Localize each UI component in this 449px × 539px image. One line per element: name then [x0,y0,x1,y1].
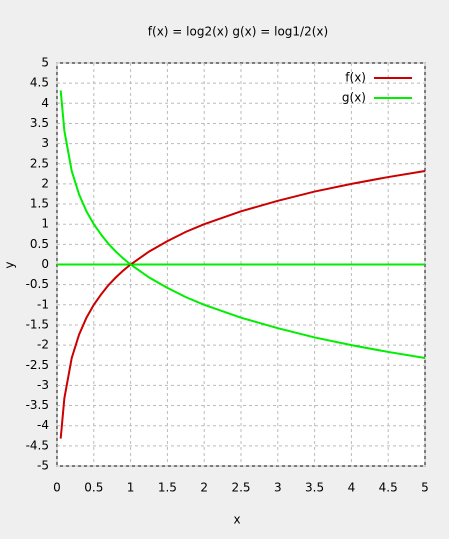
y-tick-label: -4.5 [26,438,49,452]
y-tick-label: 1.5 [30,197,49,211]
y-tick-label: 4 [41,96,49,110]
legend-label: f(x) [345,71,366,85]
x-tick-label: 0.5 [84,481,103,495]
x-axis-label: x [233,513,240,527]
x-tick-label: 4 [348,481,356,495]
y-tick-label: 0 [41,257,49,271]
y-tick-label: -2.5 [26,358,49,372]
chart-title: f(x) = log2(x) g(x) = log1/2(x) [148,25,328,39]
y-tick-label: 1 [41,217,49,231]
x-tick-label: 5 [421,481,429,495]
x-tick-label: 3 [274,481,282,495]
y-tick-label: -0.5 [26,277,49,291]
y-tick-label: 5 [41,56,49,70]
x-tick-label: 1 [127,481,135,495]
y-tick-label: -5 [37,459,49,473]
y-tick-label: 3 [41,136,49,150]
x-tick-label: 4.5 [379,481,398,495]
x-tick-label: 2 [200,481,208,495]
y-tick-label: 3.5 [30,116,49,130]
y-tick-label: 2 [41,176,49,190]
x-tick-label: 1.5 [158,481,177,495]
y-tick-label: -1.5 [26,317,49,331]
y-tick-label: 4.5 [30,76,49,90]
y-tick-label: -1 [37,297,49,311]
y-tick-label: -2 [37,338,49,352]
x-tick-label: 3.5 [305,481,324,495]
y-tick-label: 2.5 [30,156,49,170]
legend-label: g(x) [342,91,366,105]
y-tick-label: -3.5 [26,398,49,412]
y-tick-label: -4 [37,418,49,432]
x-tick-label: 2.5 [231,481,250,495]
series-line [59,90,426,359]
y-axis-label: y [3,261,17,268]
y-tick-label: -3 [37,378,49,392]
x-tick-label: 0 [53,481,61,495]
y-tick-label: 0.5 [30,237,49,251]
